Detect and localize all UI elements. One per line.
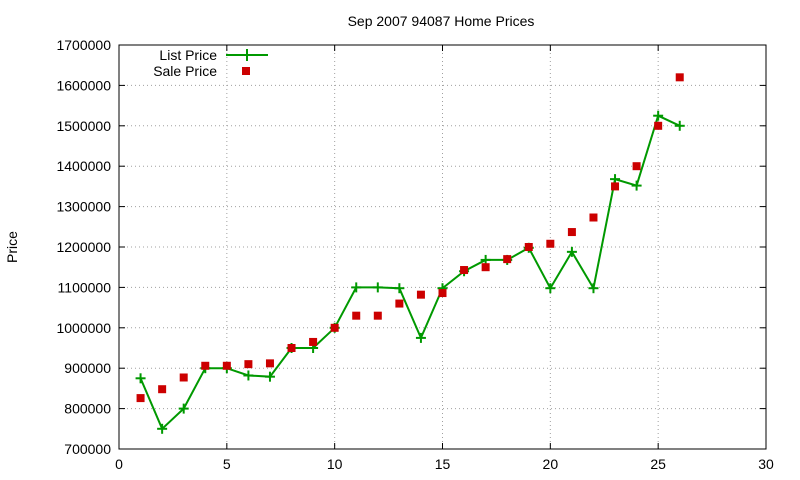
series-list-price [135,110,685,434]
list-price-point [135,373,146,384]
legend-label-sale-price: Sale Price [153,63,217,79]
x-tick-label: 25 [650,456,666,472]
legend: List Price Sale Price [153,47,268,79]
sale-price-point [136,394,145,403]
y-tick-label: 800000 [64,401,111,417]
x-tick-labels: 0 5 10 15 20 25 30 [115,456,774,472]
y-tick-label: 1100000 [58,279,112,295]
list-price-point [631,180,642,191]
sale-price-point [675,73,684,82]
list-price-line [139,114,681,431]
list-price-point [243,370,254,381]
y-tick-label: 900000 [64,360,111,376]
list-price-point [351,282,362,293]
sale-price-point [373,311,382,320]
y-tick-label: 1500000 [56,118,111,134]
legend-marker-sale-price [242,67,250,75]
list-price-point [674,120,685,131]
axis-ticks [118,44,767,450]
legend-label-list-price: List Price [159,47,217,63]
list-price-point [157,423,168,434]
sale-price-point [309,337,318,346]
sale-price-point [460,266,469,275]
sale-price-point [352,311,361,320]
x-tick-label: 30 [758,456,774,472]
x-tick-label: 10 [327,456,343,472]
sale-price-point [503,255,512,264]
sale-price-point [287,344,296,352]
sale-price-point [632,162,641,171]
y-tick-label: 1400000 [56,158,111,174]
legend-marker-list-price [241,49,253,61]
sale-price-point [179,373,188,382]
sale-price-point [611,182,620,191]
sale-price-point [589,213,598,222]
x-tick-label: 15 [435,456,451,472]
x-tick-label: 5 [223,456,231,472]
sale-price-point [244,360,253,369]
list-price-point [394,283,405,294]
chart-title: Sep 2007 94087 Home Prices [348,13,535,29]
sale-price-point [654,121,663,130]
y-tick-label: 1700000 [56,37,111,53]
sale-price-point [567,228,576,237]
list-price-point [588,283,599,294]
list-price-point [372,282,383,293]
sale-price-point [395,299,404,308]
x-tick-label: 20 [543,456,559,472]
list-price-point [653,110,664,121]
y-tick-label: 1000000 [56,320,111,336]
list-price-point [545,283,556,294]
list-price-point [415,332,426,343]
x-tick-label: 0 [115,456,123,472]
series-sale-price [136,73,684,403]
sale-price-point [481,263,490,272]
y-axis-label: Price [4,231,20,263]
y-tick-label: 1200000 [56,239,111,255]
list-price-point [178,403,189,414]
y-tick-label: 1300000 [56,199,111,215]
list-price-point [264,371,275,382]
sale-price-point [546,239,555,248]
y-tick-label: 700000 [64,441,111,457]
sale-price-point [524,243,533,251]
grid-lines [119,45,766,449]
y-tick-labels: 700000 800000 900000 1000000 1100000 1200000 1… [56,37,111,457]
sale-price-point [438,289,447,298]
sale-price-point [265,359,274,368]
sale-price-point [416,290,425,299]
sale-price-point [158,385,167,394]
sale-price-point [222,361,231,370]
list-price-point [566,246,577,257]
sale-price-point [201,361,210,370]
sale-price-point [330,323,339,332]
y-tick-label: 1600000 [56,77,111,93]
